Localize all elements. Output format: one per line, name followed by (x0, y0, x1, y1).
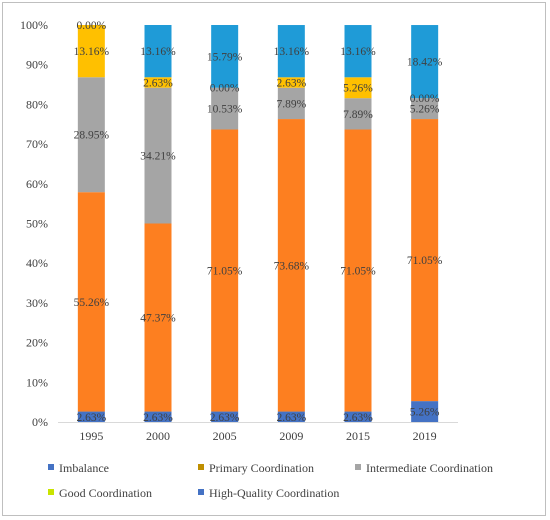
x-tick-label-2005: 2005 (213, 429, 237, 443)
bar-1995-good-coordination (77, 25, 105, 78)
legend: Imbalance Primary Coordination Intermediat… (48, 461, 493, 500)
bars (77, 25, 439, 422)
bar-2009-high-quality-coordination (277, 25, 305, 78)
x-axis: 1995 2000 2005 2009 2015 2019 (58, 422, 458, 443)
bar-2009-intermediate-coordination (277, 87, 305, 120)
x-tick-label-2000: 2000 (146, 429, 170, 443)
legend-label-1: Primary Coordination (209, 461, 314, 475)
data-label-1995-4: 0.00% (76, 20, 106, 32)
data-label-2005-3: 0.00% (210, 83, 240, 95)
y-tick-label-4: 40% (26, 256, 48, 270)
data-label-2019-2: 5.26% (410, 104, 440, 116)
legend-label-4: High-Quality Coordination (209, 486, 339, 500)
chart-frame (2, 2, 546, 516)
data-label-2005-4: 15.79% (207, 51, 243, 63)
y-tick-label-2: 20% (26, 336, 48, 350)
bar-2005-high-quality-coordination (211, 25, 239, 88)
bar-2009-primary-coordination (277, 119, 305, 412)
y-axis: 0% 10% 20% 30% 40% 50% 60% 70% 80% 90% 100% (20, 18, 48, 429)
data-label-2000-1: 47.37% (140, 313, 176, 325)
data-labels: 2.63% 55.26% 28.95% 13.16% 0.00% 2.63% 47.37% 3… (74, 20, 443, 424)
data-label-2015-2: 7.89% (343, 109, 373, 121)
bar-2009-good-coordination (277, 77, 305, 88)
y-tick-label-9: 90% (26, 58, 48, 72)
y-tick-label-1: 10% (26, 375, 48, 389)
bar-1995-intermediate-coordination (77, 77, 105, 193)
y-tick-label-5: 50% (26, 217, 48, 231)
legend-label-2: Intermediate Coordination (366, 461, 493, 475)
data-label-2015-0: 2.63% (343, 412, 373, 424)
data-label-2005-1: 71.05% (207, 266, 243, 278)
data-label-2019-1: 71.05% (407, 255, 443, 267)
y-tick-label-10: 100% (20, 18, 48, 32)
bar-2000-imbalance (144, 411, 172, 422)
bar-2000-primary-coordination (144, 223, 172, 412)
data-label-2019-4: 18.42% (407, 57, 443, 69)
data-label-2000-4: 13.16% (140, 46, 176, 58)
legend-label-0: Imbalance (59, 461, 109, 475)
bar-1995-primary-coordination (77, 192, 105, 412)
data-label-2009-2: 7.89% (276, 98, 306, 110)
data-label-2009-4: 13.16% (274, 46, 310, 58)
bar-2005-imbalance (211, 411, 239, 422)
bar-2000-high-quality-coordination (144, 25, 172, 78)
y-tick-label-3: 30% (26, 296, 48, 310)
y-tick-label-6: 60% (26, 177, 48, 191)
data-label-2000-0: 2.63% (143, 412, 173, 424)
data-label-2015-1: 71.05% (340, 266, 376, 278)
data-label-2015-3: 5.26% (343, 83, 373, 95)
data-label-2000-2: 34.21% (140, 151, 176, 163)
y-tick-label-0: 0% (32, 415, 48, 429)
bar-2019-high-quality-coordination (411, 25, 439, 99)
legend-swatch-3 (48, 489, 54, 495)
bar-2019-imbalance (411, 401, 439, 422)
x-tick-label-2015: 2015 (346, 429, 370, 443)
x-tick-label-1995: 1995 (79, 429, 103, 443)
data-label-1995-2: 28.95% (74, 130, 110, 142)
bar-2015-high-quality-coordination (344, 25, 372, 78)
x-tick-label-2009: 2009 (279, 429, 303, 443)
bar-2000-good-coordination (144, 77, 172, 88)
bar-2015-imbalance (344, 411, 372, 422)
legend-swatch-2 (355, 464, 361, 470)
bar-2015-intermediate-coordination (344, 98, 372, 130)
legend-swatch-0 (48, 464, 54, 470)
bar-2019-intermediate-coordination (411, 98, 439, 120)
x-tick-label-2019: 2019 (413, 429, 437, 443)
bar-2015-primary-coordination (344, 129, 372, 412)
y-tick-label-8: 80% (26, 97, 48, 111)
data-label-2015-4: 13.16% (340, 46, 376, 58)
y-tick-label-7: 70% (26, 137, 48, 151)
data-label-2019-0: 5.26% (410, 407, 440, 419)
bar-2015-good-coordination (344, 77, 372, 99)
legend-swatch-1 (198, 464, 204, 470)
legend-swatch-4 (198, 489, 204, 495)
bar-2009-imbalance (277, 411, 305, 422)
data-label-2009-3: 2.63% (276, 78, 306, 90)
bar-1995-imbalance (77, 411, 105, 422)
legend-label-3: Good Coordination (59, 486, 152, 500)
data-label-2005-0: 2.63% (210, 412, 240, 424)
bar-2005-intermediate-coordination (211, 87, 239, 130)
data-label-2009-0: 2.63% (276, 412, 306, 424)
data-label-2009-1: 73.68% (274, 260, 310, 272)
data-label-2019-3: 0.00% (410, 93, 440, 105)
data-label-1995-3: 13.16% (74, 46, 110, 58)
data-label-1995-0: 2.63% (76, 412, 106, 424)
bar-2005-primary-coordination (211, 129, 239, 412)
data-label-2005-2: 10.53% (207, 104, 243, 116)
data-label-1995-1: 55.26% (74, 297, 110, 309)
bar-2019-primary-coordination (411, 119, 439, 402)
bar-2000-intermediate-coordination (144, 87, 172, 224)
data-label-2000-3: 2.63% (143, 77, 173, 89)
